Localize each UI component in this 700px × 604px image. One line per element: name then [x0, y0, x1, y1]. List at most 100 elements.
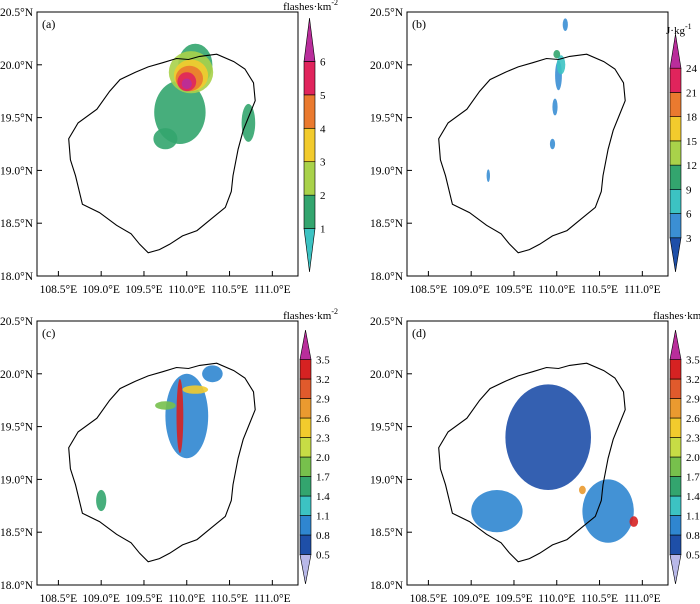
colorbar-label: 3.2	[686, 374, 700, 386]
y-tick-label: 19.5°N	[0, 422, 34, 434]
y-tick-label: 18.0°N	[370, 580, 404, 592]
field-layer	[486, 18, 568, 182]
y-tick-label: 18.5°N	[370, 527, 404, 539]
x-tick-label: 108.5°E	[40, 284, 78, 296]
panel-a: 108.5°E 109.0°E 109.5°E 110.0°E 110.5°E 111.0…	[0, 0, 338, 296]
colorbar-label: 12	[686, 160, 697, 172]
plot-frame	[36, 320, 299, 586]
field-blob	[202, 365, 223, 383]
panel-d: 108.5°E 109.0°E 109.5°E 110.0°E 110.5°E 111.0…	[370, 307, 700, 604]
colorbar-label: 1.7	[316, 472, 330, 484]
colorbar-label: 9	[686, 184, 692, 196]
colorbar-title: flashes·km-2	[283, 307, 338, 322]
panel-label: (a)	[42, 17, 55, 31]
coastline	[438, 362, 626, 563]
x-tick-label: 110.0°E	[168, 593, 205, 604]
field-blob	[153, 128, 178, 150]
colorbar-label: 3	[320, 157, 326, 169]
y-tick-label: 20.5°N	[0, 316, 34, 328]
coastline	[438, 53, 626, 254]
colorbar-label: 0.8	[686, 530, 700, 542]
colorbar-label: 1.1	[686, 511, 700, 523]
colorbar-title: flashes·km-2	[653, 307, 700, 322]
field-blob	[579, 485, 586, 495]
x-tick-label: 110.5°E	[581, 593, 618, 604]
colorbar: 0.5 0.8 1.1 1.4 1.7 2.0 2.3 2.6 2.9 3.2 3.5	[299, 329, 330, 585]
y-tick-label: 19.0°N	[370, 165, 404, 177]
y-tick-label: 19.0°N	[0, 165, 34, 177]
colorbar-swatch	[299, 534, 312, 555]
field-blob	[486, 169, 490, 182]
colorbar-swatch	[669, 237, 682, 273]
x-tick-label: 109.5°E	[495, 284, 533, 296]
colorbar-swatch	[669, 140, 682, 166]
colorbar-label: 18	[686, 112, 698, 124]
colorbar-swatch	[669, 164, 682, 190]
colorbar-title-exponent: -1	[685, 22, 692, 31]
colorbar: 1 2 3 4 5 6	[303, 17, 326, 273]
colorbar-title-text: J·kg	[666, 25, 685, 37]
colorbar-label: 1.1	[316, 511, 330, 523]
y-tick-label: 20.0°N	[370, 369, 404, 381]
y-tick-label: 20.5°N	[370, 7, 404, 19]
colorbar-label: 1.4	[316, 491, 330, 503]
y-tick-label: 19.5°N	[370, 113, 404, 125]
y-tick-label: 18.5°N	[0, 218, 34, 230]
colorbar-swatch	[669, 554, 682, 585]
field-blob	[155, 401, 176, 410]
x-tick-label: 111.0°E	[254, 593, 291, 604]
colorbar-swatch	[669, 116, 682, 142]
colorbar-label: 4	[320, 123, 326, 135]
colorbar-swatch	[299, 515, 312, 536]
y-tick-label: 18.0°N	[0, 580, 34, 592]
colorbar-swatch	[299, 437, 312, 458]
colorbar-label: 2.6	[316, 413, 330, 425]
colorbar-swatch	[299, 554, 312, 585]
field-blob	[241, 103, 256, 142]
colorbar-label: 2.3	[316, 433, 330, 445]
y-tick-label: 19.5°N	[0, 113, 34, 125]
colorbar-swatch	[669, 67, 682, 93]
colorbar-label: 0.5	[316, 550, 330, 562]
x-tick-label: 110.0°E	[538, 593, 575, 604]
y-tick-label: 18.5°N	[0, 527, 34, 539]
colorbar-label: 2	[320, 190, 326, 202]
y-tick-label: 20.0°N	[370, 60, 404, 72]
y-tick-label: 18.5°N	[370, 218, 404, 230]
y-tick-label: 20.0°N	[0, 60, 34, 72]
field-blob	[471, 490, 523, 533]
x-tick-label: 109.0°E	[452, 593, 490, 604]
y-tick-label: 18.0°N	[370, 271, 404, 283]
field-blob	[556, 55, 566, 75]
colorbar-title-exponent: -2	[331, 307, 338, 316]
colorbar-label: 1.7	[686, 472, 700, 484]
x-tick-label: 109.0°E	[452, 284, 490, 296]
colorbar: 0.5 0.8 1.1 1.4 1.7 2.0 2.3 2.6 2.9 3.2 3.5	[669, 329, 700, 585]
x-tick-label: 110.0°E	[538, 284, 575, 296]
colorbar-label: 6	[686, 209, 692, 221]
colorbar-swatch	[669, 398, 682, 419]
colorbar-label: 3.2	[316, 374, 330, 386]
coastline	[68, 362, 256, 563]
field-blob	[553, 50, 561, 59]
colorbar-title-exponent: -2	[331, 0, 338, 7]
colorbar-label: 15	[686, 136, 698, 148]
panel-label: (b)	[412, 17, 426, 31]
y-tick-label: 20.5°N	[370, 316, 404, 328]
plot-frame	[406, 11, 669, 277]
x-tick-label: 110.5°E	[581, 284, 618, 296]
x-tick-label: 109.5°E	[125, 593, 163, 604]
colorbar-swatch	[303, 161, 316, 196]
colorbar-label: 1	[320, 224, 326, 236]
colorbar-swatch	[303, 17, 316, 62]
colorbar-swatch	[299, 456, 312, 477]
colorbar-swatch	[669, 456, 682, 477]
colorbar-title: flashes·km-2	[283, 0, 338, 13]
y-tick-label: 20.0°N	[0, 369, 34, 381]
colorbar-swatch	[299, 398, 312, 419]
colorbar-swatch	[669, 495, 682, 516]
colorbar-swatch	[303, 94, 316, 129]
field-blob	[176, 379, 184, 453]
y-tick-label: 18.0°N	[0, 271, 34, 283]
plot-frame	[406, 320, 669, 586]
